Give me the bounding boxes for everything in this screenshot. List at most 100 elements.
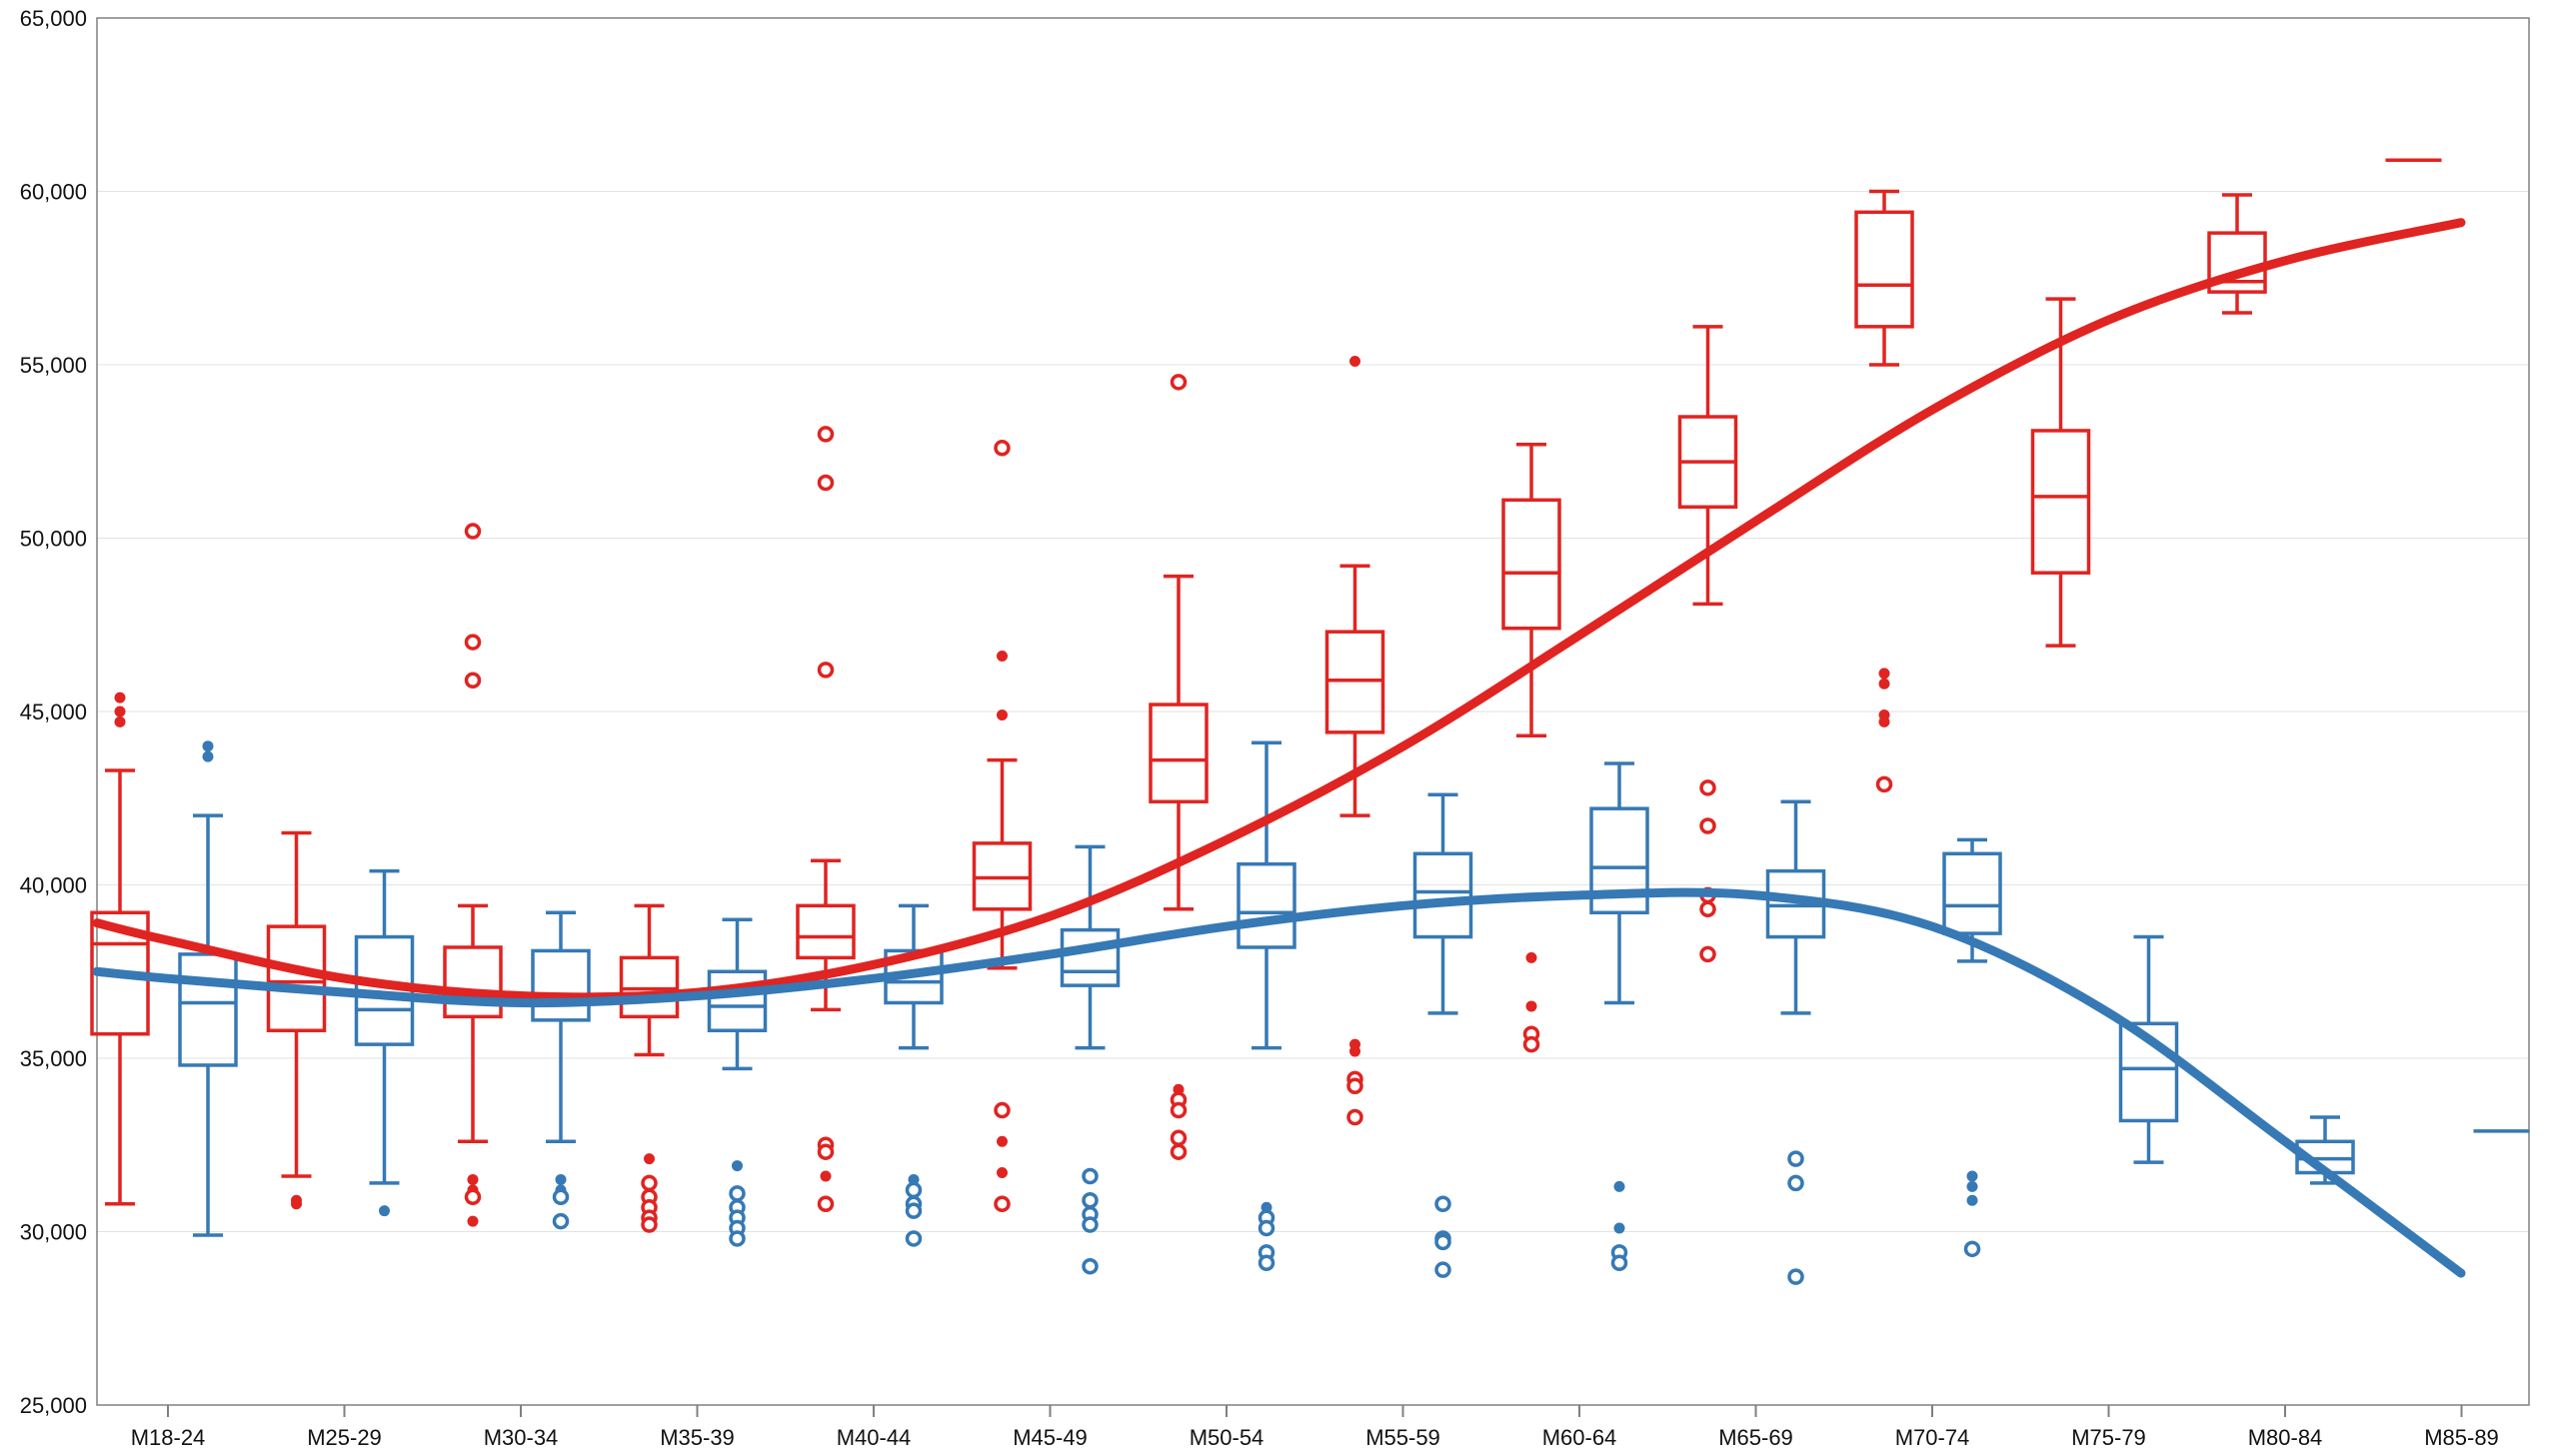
blue-outlier-dot bbox=[202, 740, 214, 752]
red-outlier-circle bbox=[464, 523, 482, 540]
blue-outlier-dot bbox=[1613, 1180, 1625, 1192]
blue-outlier-circle bbox=[552, 1188, 570, 1206]
red-outlier-circle bbox=[1170, 1143, 1188, 1160]
red-outlier-dot bbox=[1349, 1045, 1360, 1057]
red-outlier-dot bbox=[644, 1153, 655, 1165]
red-outlier-dot bbox=[114, 692, 126, 704]
blue-outlier-circle bbox=[905, 1202, 923, 1219]
red-outlier-dot bbox=[1525, 1000, 1537, 1012]
red-outlier-dot bbox=[1878, 716, 1890, 728]
red-box-M60-64 bbox=[1501, 498, 1561, 631]
red-box-M25-29 bbox=[266, 924, 327, 1032]
red-outlier-circle bbox=[1346, 1108, 1363, 1126]
red-outlier-dot bbox=[467, 1215, 479, 1227]
blue-outlier-circle bbox=[552, 1212, 570, 1230]
red-outlier-dot bbox=[467, 1173, 479, 1185]
blue-outlier-dot bbox=[1613, 1222, 1625, 1234]
blue-outlier-dot bbox=[1966, 1170, 1978, 1182]
red-outlier-circle bbox=[1699, 779, 1716, 796]
blue-outlier-circle bbox=[1082, 1216, 1099, 1233]
y-axis-label: 65,000 bbox=[20, 6, 87, 31]
red-outlier-circle bbox=[1170, 1129, 1188, 1147]
blue-outlier-dot bbox=[202, 750, 214, 762]
y-axis-label: 30,000 bbox=[20, 1220, 87, 1245]
blue-outlier-circle bbox=[1258, 1254, 1276, 1271]
red-outlier-circle bbox=[1522, 1035, 1540, 1053]
x-axis-label: M60-64 bbox=[1542, 1425, 1617, 1450]
blue-box-M55-59 bbox=[1412, 851, 1473, 939]
blue-outlier-circle bbox=[1787, 1268, 1804, 1285]
red-outlier-circle bbox=[464, 634, 482, 651]
x-axis-label: M40-44 bbox=[837, 1425, 912, 1450]
blue-outlier-circle bbox=[905, 1230, 923, 1247]
red-outlier-dot bbox=[820, 1170, 832, 1182]
blue-outlier-circle bbox=[1787, 1150, 1804, 1167]
blue-outlier-circle bbox=[1082, 1167, 1099, 1185]
red-outlier-dot bbox=[114, 706, 126, 718]
blue-outlier-circle bbox=[905, 1181, 923, 1199]
red-box-M40-44 bbox=[796, 903, 856, 960]
y-axis-label: 50,000 bbox=[20, 527, 87, 552]
red-outlier-dot bbox=[997, 709, 1008, 721]
blue-box-M60-64 bbox=[1589, 806, 1649, 915]
x-axis-label: M30-34 bbox=[484, 1425, 559, 1450]
x-axis-label: M25-29 bbox=[307, 1425, 382, 1450]
red-outlier-dot bbox=[1349, 356, 1360, 368]
x-axis-label: M75-79 bbox=[2071, 1425, 2146, 1450]
x-axis-label: M65-69 bbox=[1718, 1425, 1793, 1450]
blue-outlier-dot bbox=[555, 1173, 567, 1185]
blue-outlier-dot bbox=[732, 1160, 743, 1172]
blue-outlier-circle bbox=[729, 1185, 746, 1202]
red-outlier-circle bbox=[1699, 945, 1716, 963]
red-outlier-circle bbox=[817, 662, 835, 679]
red-outlier-dot bbox=[1525, 951, 1537, 963]
blue-outlier-dot bbox=[1966, 1180, 1978, 1192]
red-outlier-circle bbox=[994, 1101, 1011, 1119]
blue-outlier-circle bbox=[1258, 1219, 1276, 1237]
x-axis-label: M18-24 bbox=[131, 1425, 206, 1450]
blue-outlier-circle bbox=[1082, 1192, 1099, 1209]
red-outlier-circle bbox=[641, 1216, 658, 1233]
x-axis-label: M55-59 bbox=[1365, 1425, 1440, 1450]
red-outlier-circle bbox=[817, 1143, 835, 1160]
blue-outlier-circle bbox=[1434, 1195, 1451, 1212]
red-outlier-circle bbox=[464, 672, 482, 690]
red-trend-line bbox=[92, 218, 2466, 1002]
red-outlier-dot bbox=[997, 650, 1008, 662]
y-axis-label: 45,000 bbox=[20, 700, 87, 725]
red-outlier-circle bbox=[994, 1195, 1011, 1212]
y-axis-label: 40,000 bbox=[20, 873, 87, 898]
y-axis-label: 55,000 bbox=[20, 353, 87, 378]
red-outlier-circle bbox=[1699, 900, 1716, 918]
blue-outlier-circle bbox=[1434, 1261, 1451, 1278]
red-outlier-circle bbox=[1875, 775, 1893, 793]
blue-box-M75-79 bbox=[2118, 1021, 2179, 1123]
red-outlier-circle bbox=[817, 426, 835, 443]
blue-outlier-circle bbox=[1082, 1257, 1099, 1275]
y-axis-label: 35,000 bbox=[20, 1046, 87, 1071]
red-outlier-circle bbox=[1170, 1101, 1188, 1119]
x-axis-label: M80-84 bbox=[2248, 1425, 2323, 1450]
red-box-M50-54 bbox=[1149, 703, 1209, 803]
red-outlier-circle bbox=[464, 1188, 482, 1206]
red-outlier-circle bbox=[994, 440, 1011, 457]
red-box-M30-34 bbox=[443, 945, 503, 1019]
x-axis-label: M50-54 bbox=[1190, 1425, 1265, 1450]
red-box-M70-74 bbox=[1854, 210, 1914, 329]
blue-box-M35-39 bbox=[707, 969, 768, 1032]
blue-outlier-circle bbox=[729, 1230, 746, 1247]
red-outlier-circle bbox=[1346, 1077, 1363, 1095]
red-outlier-dot bbox=[291, 1198, 302, 1210]
x-axis-label: M45-49 bbox=[1013, 1425, 1088, 1450]
x-axis-label: M70-74 bbox=[1895, 1425, 1970, 1450]
red-outlier-dot bbox=[997, 1135, 1008, 1147]
blue-outlier-circle bbox=[1434, 1233, 1451, 1251]
red-outlier-circle bbox=[1170, 374, 1188, 391]
plot-border bbox=[96, 17, 2530, 1406]
blue-outlier-dot bbox=[1966, 1194, 1978, 1206]
red-outlier-circle bbox=[817, 1195, 835, 1212]
blue-box-M30-34 bbox=[531, 948, 591, 1022]
blue-outlier-circle bbox=[1963, 1240, 1981, 1258]
red-outlier-circle bbox=[817, 474, 835, 492]
